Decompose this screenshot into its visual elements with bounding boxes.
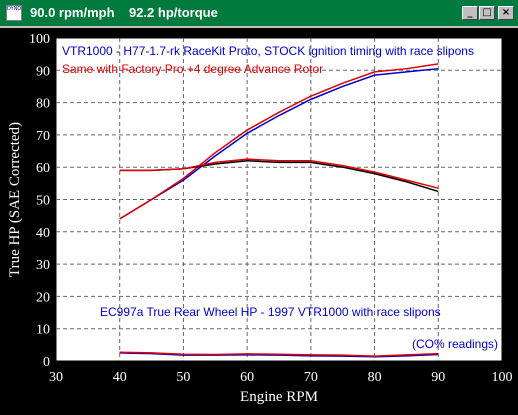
y-tick-label: 20	[36, 290, 50, 305]
annotation-line-2: Same with Factory Pro +4 degree Advance …	[62, 62, 323, 76]
x-tick-label: 70	[304, 370, 318, 385]
y-tick-label: 40	[36, 226, 50, 241]
y-tick-label: 10	[36, 323, 50, 338]
annotation-line-3: EC997a True Rear Wheel HP - 1997 VTR1000…	[100, 305, 441, 319]
series-lines	[119, 63, 439, 358]
y-tick-label: 100	[29, 32, 50, 47]
y-tick-label: 90	[36, 64, 50, 79]
tick-labels: 30 40 50 60 70 80 90 100 0 10 20 30 40 50 60 70 80 90 100	[29, 32, 513, 385]
y-tick-label: 0	[43, 355, 50, 370]
window-title: 90.0 rpm/mph 92.2 hp/torque	[30, 5, 218, 20]
series-line-1	[119, 67, 439, 220]
x-axis-label: Engine RPM	[240, 389, 318, 405]
x-tick-label: 100	[492, 370, 513, 385]
maximize-icon[interactable]: □	[479, 6, 495, 20]
dyno-chart: 30 40 50 60 70 80 90 1000102030405060708090100 …	[7, 32, 513, 405]
app-icon[interactable]: DYNO	[6, 5, 22, 21]
y-tick-label: 60	[36, 161, 50, 176]
annotation-line-4: (CO% readings)	[412, 337, 498, 351]
y-tick-label: 70	[36, 129, 50, 144]
y-tick-label: 50	[36, 194, 50, 209]
y-tick-label: 80	[36, 97, 50, 112]
x-tick-label: 30	[49, 370, 63, 385]
series-line-6	[119, 351, 439, 357]
x-tick-label: 90	[431, 370, 445, 385]
close-icon[interactable]: ×	[498, 6, 514, 20]
x-tick-label: 50	[176, 370, 190, 385]
y-tick-label: 30	[36, 258, 50, 273]
series-line-2	[119, 63, 439, 220]
series-line-4	[119, 158, 439, 189]
annotation-line-1: VTR1000 - H77-1.7-rk RaceKit Proto, STOC…	[62, 44, 474, 58]
x-tick-label: 60	[240, 370, 254, 385]
x-tick-label: 80	[368, 370, 382, 385]
x-tick-label: 40	[113, 370, 127, 385]
series-line-5	[119, 352, 439, 358]
title-bar[interactable]: DYNO 90.0 rpm/mph 92.2 hp/torque _ □ ×	[0, 0, 518, 28]
minimize-icon[interactable]: _	[462, 6, 478, 20]
y-axis-label: True HP (SAE Corrected)	[7, 122, 23, 277]
